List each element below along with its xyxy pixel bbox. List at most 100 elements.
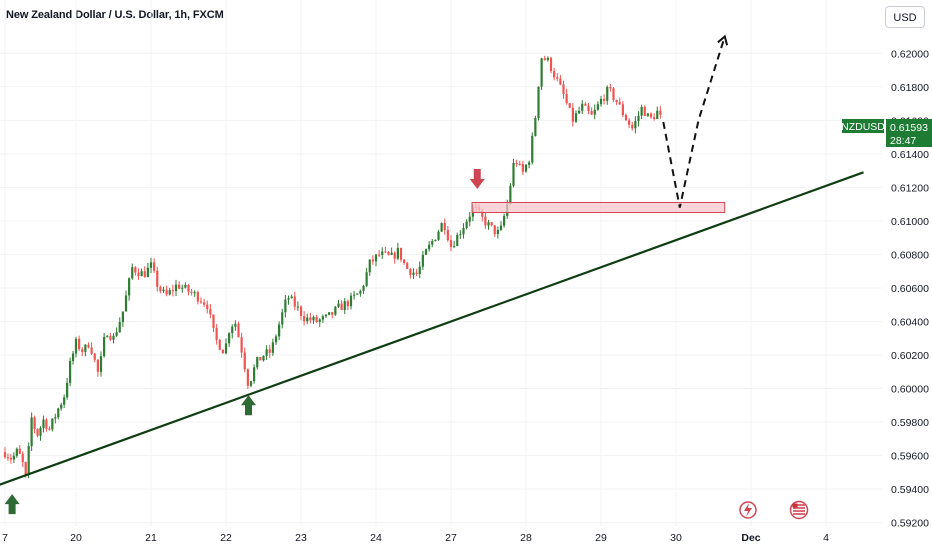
- candle-body: [30, 417, 33, 447]
- candle-body: [84, 344, 87, 352]
- candle-body: [140, 271, 143, 277]
- candle-body: [39, 427, 42, 436]
- candle-body: [331, 312, 334, 315]
- candle-body: [303, 316, 306, 322]
- candle-body: [181, 287, 184, 289]
- candle-body: [518, 163, 521, 165]
- y-tick-label: 0.61800: [891, 82, 929, 94]
- candle-body: [162, 289, 165, 292]
- candle-body: [415, 272, 418, 275]
- candle-body: [265, 349, 268, 356]
- x-tick-label: 20: [70, 532, 82, 544]
- flag-icon-canton: [792, 503, 798, 508]
- candle-body: [418, 266, 421, 275]
- us-flag-event-icon: [789, 500, 809, 520]
- candle-body: [549, 57, 553, 72]
- event-icons: [739, 500, 809, 520]
- candle-body: [187, 284, 190, 292]
- candle-body: [524, 164, 528, 172]
- candle-body: [406, 263, 409, 269]
- x-tick-label: 30: [670, 532, 682, 544]
- x-tick-label: 23: [295, 532, 307, 544]
- candle-body: [546, 57, 549, 61]
- candle-body: [409, 268, 412, 276]
- candle-body: [462, 227, 465, 235]
- candle-body: [159, 286, 162, 292]
- x-tick-label: 27: [445, 532, 457, 544]
- projection-path: [662, 36, 726, 208]
- x-tick-label: 21: [145, 532, 157, 544]
- candle-body: [203, 302, 206, 305]
- candle-body: [278, 324, 281, 337]
- candle-body: [312, 316, 315, 321]
- x-axis: 7 20 21 22 23 24 27 28 29 30 Dec 4: [2, 532, 829, 544]
- candle-body: [356, 293, 359, 295]
- candle-body: [48, 428, 51, 430]
- x-tick-label: 24: [370, 532, 382, 544]
- candle-body: [334, 306, 337, 315]
- candle-body: [143, 271, 146, 278]
- candle-body: [137, 272, 140, 277]
- candle-body: [553, 71, 556, 78]
- candle-body: [537, 86, 540, 118]
- candle-body: [15, 448, 18, 456]
- candle-body: [653, 117, 656, 120]
- down-arrow-marker: [469, 169, 485, 190]
- candle-body: [253, 367, 256, 382]
- candle-body: [631, 124, 634, 129]
- candle-body: [171, 290, 174, 292]
- candle-body: [121, 311, 124, 323]
- candle-body: [196, 292, 199, 302]
- candle-body: [81, 349, 84, 352]
- candle-body: [490, 222, 493, 226]
- candle-body: [259, 357, 262, 361]
- candle-body: [521, 163, 524, 172]
- candle-body: [149, 262, 153, 268]
- candle-body: [228, 333, 231, 344]
- candle-body: [612, 88, 615, 100]
- candle-body: [51, 418, 54, 430]
- candle-body: [353, 294, 356, 296]
- candle-body: [96, 359, 99, 372]
- candle-body: [256, 357, 259, 368]
- candle-body: [112, 335, 115, 340]
- currency-button[interactable]: USD: [885, 6, 925, 28]
- flash-event-icon: [739, 501, 757, 519]
- candle-body: [531, 135, 534, 163]
- candle-body: [465, 221, 468, 228]
- candle-body: [246, 369, 249, 386]
- candle-body: [165, 289, 168, 295]
- candle-body: [396, 247, 399, 259]
- candle-body: [540, 58, 543, 87]
- chart-title: New Zealand Dollar / U.S. Dollar, 1h, FX…: [6, 9, 224, 21]
- resistance-zone: [471, 201, 726, 214]
- candle-body: [343, 301, 346, 311]
- drawings: [0, 34, 864, 515]
- candle-body: [18, 448, 21, 454]
- candle-body: [231, 326, 234, 334]
- candle-body: [587, 105, 590, 112]
- y-tick-label: 0.60600: [891, 283, 929, 295]
- candle-body: [168, 290, 171, 295]
- up-arrow-marker: [241, 395, 256, 416]
- candle-body: [599, 98, 603, 105]
- y-tick-label: 0.59800: [891, 417, 929, 429]
- x-tick-label: 28: [520, 532, 532, 544]
- candle-body: [218, 339, 221, 350]
- candle-body: [503, 216, 506, 226]
- y-tick-label: 0.61400: [891, 149, 929, 161]
- candle-body: [33, 417, 36, 430]
- candle-body: [371, 259, 374, 262]
- y-tick-label: 0.59600: [891, 451, 929, 463]
- candle-body: [634, 121, 637, 129]
- candle-body: [590, 111, 593, 115]
- candle-body: [378, 254, 381, 256]
- badge-symbol: NZDUSD: [841, 121, 885, 133]
- badge-price: 0.61593: [890, 122, 928, 134]
- candle-body: [93, 353, 96, 360]
- y-tick-label: 0.60000: [891, 384, 929, 396]
- y-tick-label: 0.60400: [891, 316, 929, 328]
- candle-body: [456, 234, 459, 247]
